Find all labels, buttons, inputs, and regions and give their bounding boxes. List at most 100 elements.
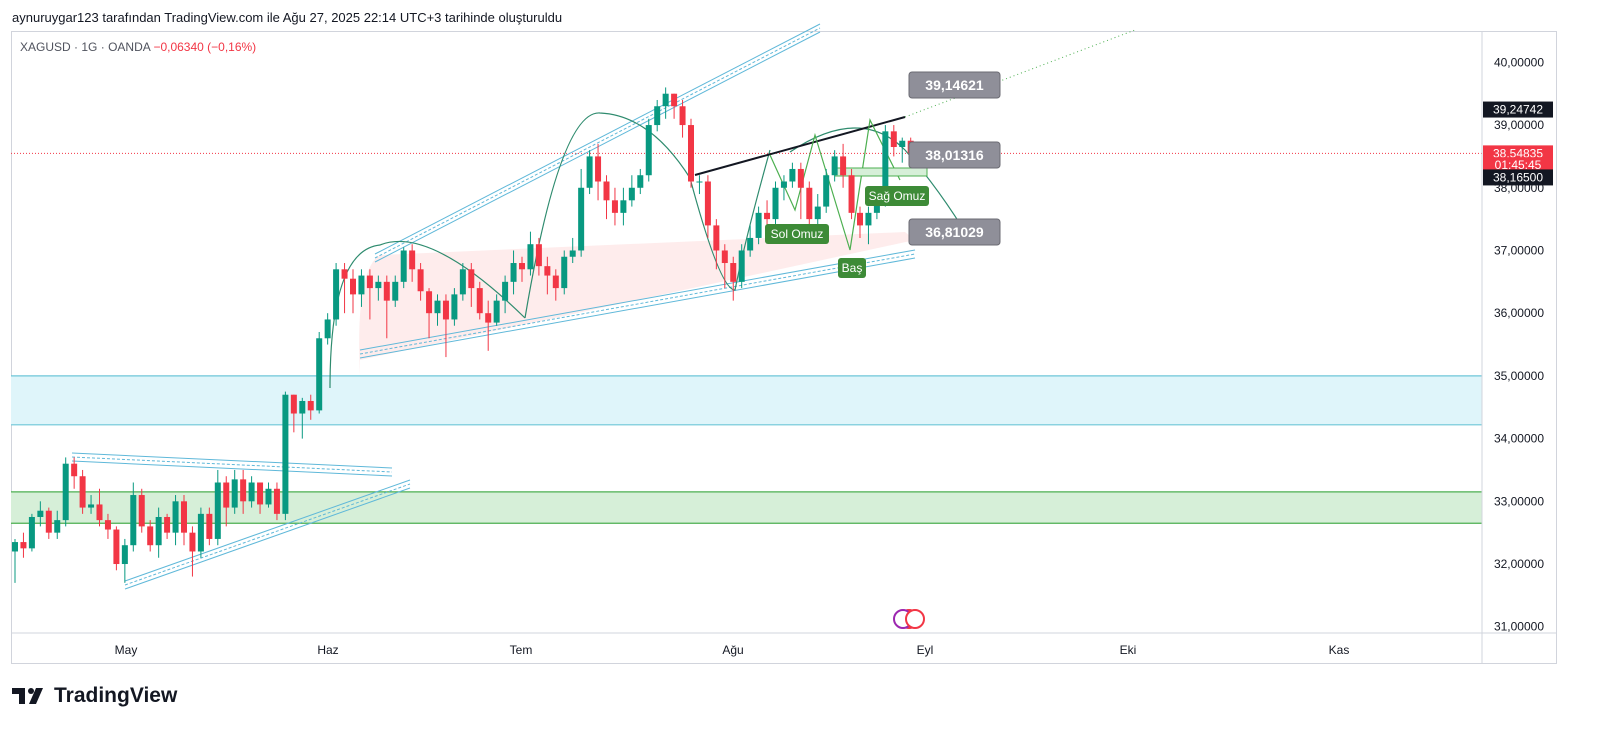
candle-up [121, 545, 128, 565]
price-tag-label: 39,24742 [1493, 103, 1543, 117]
candle-up [569, 250, 576, 257]
candle-down [679, 106, 686, 126]
pattern-label-text: Sol Omuz [771, 227, 824, 241]
candle-down [552, 275, 559, 289]
candle-down [848, 175, 855, 213]
price-tick-label: 32,00000 [1494, 557, 1544, 571]
candle-down [383, 281, 390, 301]
candle-up [510, 263, 517, 282]
candle-up [789, 168, 796, 182]
candle-down [113, 529, 120, 565]
price-tag-label: 38,16500 [1493, 170, 1543, 184]
candle-down [857, 212, 863, 226]
candle-up [37, 510, 44, 517]
shoulder-box [834, 167, 928, 177]
price-tick-label: 33,00000 [1494, 494, 1544, 508]
candle-up [130, 495, 137, 546]
lower-triangle-channel-top [124, 479, 411, 582]
resistance-zone [11, 375, 1482, 425]
snapshot-caption: aynuruygar123 tarafından TradingView.com… [12, 10, 563, 25]
candle-down [611, 200, 618, 213]
candle-up [747, 237, 754, 251]
target-projection [904, 29, 1136, 118]
symbol-legend[interactable]: XAGUSD · 1G · OANDA −0,06340 (−0,16%) [20, 40, 256, 54]
tradingview-logo-icon [12, 688, 43, 704]
candle-down [764, 212, 771, 220]
wedge-base-channel-mid [359, 253, 916, 355]
candle-down [544, 266, 551, 276]
candle-up [620, 200, 627, 213]
candle-down [290, 394, 297, 414]
candle-down [409, 250, 416, 270]
tradingview-logo: TradingView [12, 684, 177, 708]
candle-down [535, 244, 542, 267]
candle-down [688, 125, 694, 182]
candle-down [485, 313, 492, 323]
candle-up [696, 181, 703, 183]
candle-up [637, 175, 644, 188]
candle-up [172, 501, 179, 533]
price-tick-label: 40,00000 [1494, 55, 1544, 69]
upper-triangle-channel-mid [71, 456, 393, 473]
candle-up [434, 300, 441, 314]
candle-down [417, 269, 424, 292]
candle-down [603, 181, 610, 201]
rising-channel-bottom [374, 31, 821, 263]
candle-up [493, 300, 500, 323]
neckline [694, 116, 906, 176]
candle-down [164, 516, 171, 533]
annotation-layer: 39,14621 38,01316 36,81029 Sol Omuz Baş Sağ O… [765, 71, 1001, 629]
candle-up [375, 281, 382, 289]
candle-down [595, 156, 602, 182]
price-change: −0,06340 (−0,16%) [153, 40, 257, 54]
price-tag-label: 01:45:45 [1495, 158, 1542, 172]
wedge-fill [359, 232, 916, 375]
candle-down [45, 510, 52, 533]
price-tick-label: 36,00000 [1494, 306, 1544, 320]
candle-up [561, 256, 568, 289]
candle-down [20, 542, 27, 549]
candle-down [181, 501, 187, 533]
time-tick-label: May [115, 643, 138, 657]
cup-arc-mid [524, 112, 691, 319]
time-tick-label: Haz [317, 643, 338, 657]
support-zone [11, 491, 1482, 524]
price-tick-label: 37,00000 [1494, 243, 1544, 257]
candle-down [704, 181, 711, 226]
lower-triangle-channel-mid [124, 483, 411, 586]
rising-channel-mid [374, 27, 821, 259]
candle-down [468, 269, 475, 289]
candle-down [189, 532, 196, 552]
candle-down [341, 269, 348, 279]
price-tick-label: 39,00000 [1494, 118, 1544, 132]
zones-layer [11, 375, 1482, 524]
pattern-layer [71, 23, 1136, 590]
price-tick-label: 35,00000 [1494, 369, 1544, 383]
candle-up [400, 250, 407, 282]
candle-down [890, 131, 897, 148]
candle-down [96, 504, 103, 521]
candle-up [772, 187, 779, 220]
wedge-base-channel-bottom [359, 257, 916, 359]
rising-channel-top [374, 23, 821, 255]
candle-down [671, 93, 678, 107]
symbol-name[interactable]: XAGUSD [20, 40, 71, 54]
legend-sep: · [74, 40, 79, 54]
candle-up [823, 175, 830, 207]
candle-up [214, 482, 221, 539]
brand-name: TradingView [54, 684, 178, 707]
candle-down [840, 156, 847, 176]
candle-up [54, 520, 61, 533]
candle-up [358, 275, 365, 295]
candle-up [333, 269, 340, 320]
candle-down [223, 482, 230, 508]
candle-down [79, 476, 86, 508]
candle-up [299, 400, 306, 414]
candle-up [578, 187, 585, 251]
candle-down [240, 479, 247, 502]
candle-up [248, 482, 255, 502]
interval-label[interactable]: 1G [81, 40, 98, 54]
price-tick-label: 31,00000 [1494, 620, 1544, 634]
chart-frame[interactable] [11, 31, 1557, 664]
